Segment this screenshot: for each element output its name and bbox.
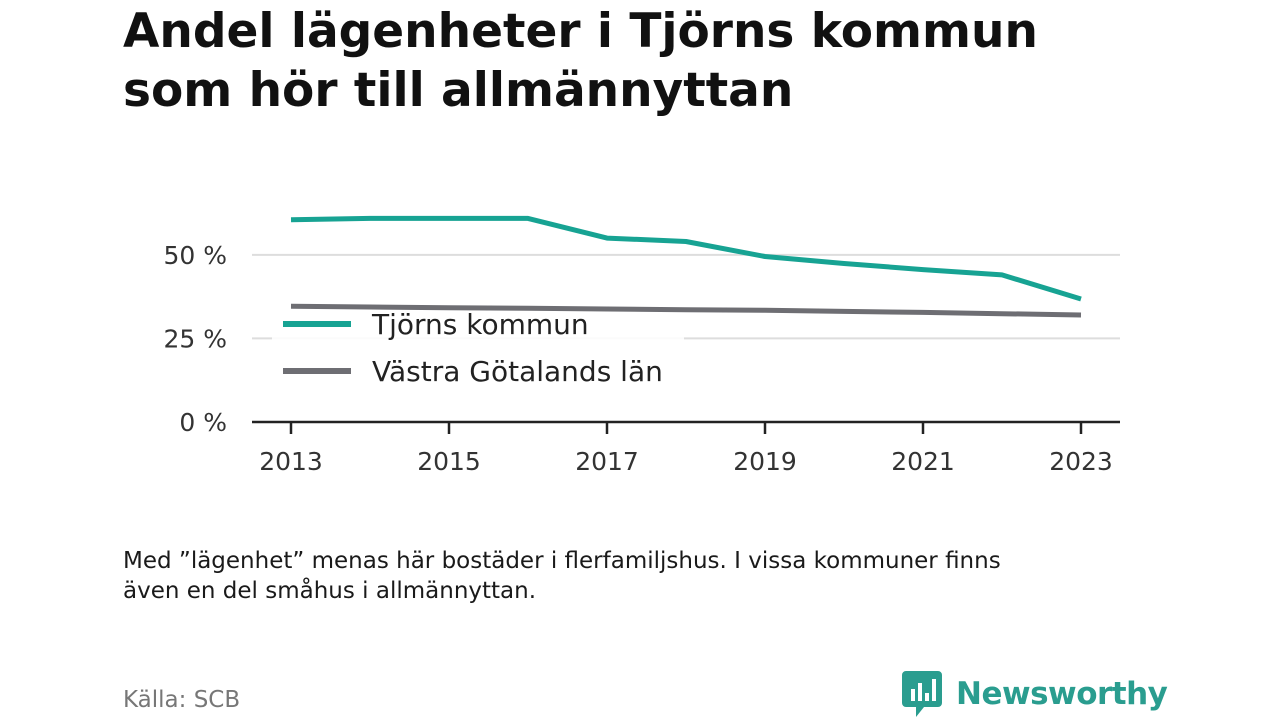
x-axis: 2013 2015 2017 2019 2021 2023 xyxy=(252,420,1120,476)
legend: Tjörns kommun Västra Götalands län xyxy=(272,308,684,395)
footnote-line-1: Med ”lägenhet” menas här bostäder i fler… xyxy=(123,548,1001,574)
chart-title: Andel lägenheter i Tjörns kommun som hör… xyxy=(123,2,1163,120)
x-tick-label: 2013 xyxy=(259,447,323,476)
x-tick-label: 2015 xyxy=(417,447,481,476)
series-lines xyxy=(290,215,1082,318)
y-axis-ticks: 0 % 25 % 50 % xyxy=(163,241,227,437)
source-label: Källa: SCB xyxy=(123,687,241,713)
series-line-tjörns-kommun xyxy=(290,215,1082,302)
x-tick-label: 2021 xyxy=(891,447,955,476)
x-tick-label: 2023 xyxy=(1049,447,1113,476)
chart-title-line-2: som hör till allmännyttan xyxy=(123,63,794,118)
legend-label: Västra Götalands län xyxy=(372,355,663,388)
newsworthy-logo-icon xyxy=(902,671,942,717)
chart-title-line-1: Andel lägenheter i Tjörns kommun xyxy=(123,4,1038,59)
footnote: Med ”lägenhet” menas här bostäder i fler… xyxy=(123,546,1133,606)
footnote-line-2: även en del småhus i allmännyttan. xyxy=(123,578,537,604)
y-tick-label: 25 % xyxy=(163,324,227,353)
newsworthy-logo-text: Newsworthy xyxy=(956,676,1168,712)
line-chart: 0 % 25 % 50 % 2013 2015 2017 2019 2021 2023 Tjö… xyxy=(163,215,1120,476)
y-tick-label: 50 % xyxy=(163,241,227,270)
newsworthy-logo: Newsworthy xyxy=(902,671,1168,717)
y-tick-label: 0 % xyxy=(179,408,227,437)
x-tick-label: 2017 xyxy=(575,447,639,476)
series-line-västra-götalands-län xyxy=(290,303,1082,318)
legend-label: Tjörns kommun xyxy=(371,308,589,341)
x-tick-label: 2019 xyxy=(733,447,797,476)
